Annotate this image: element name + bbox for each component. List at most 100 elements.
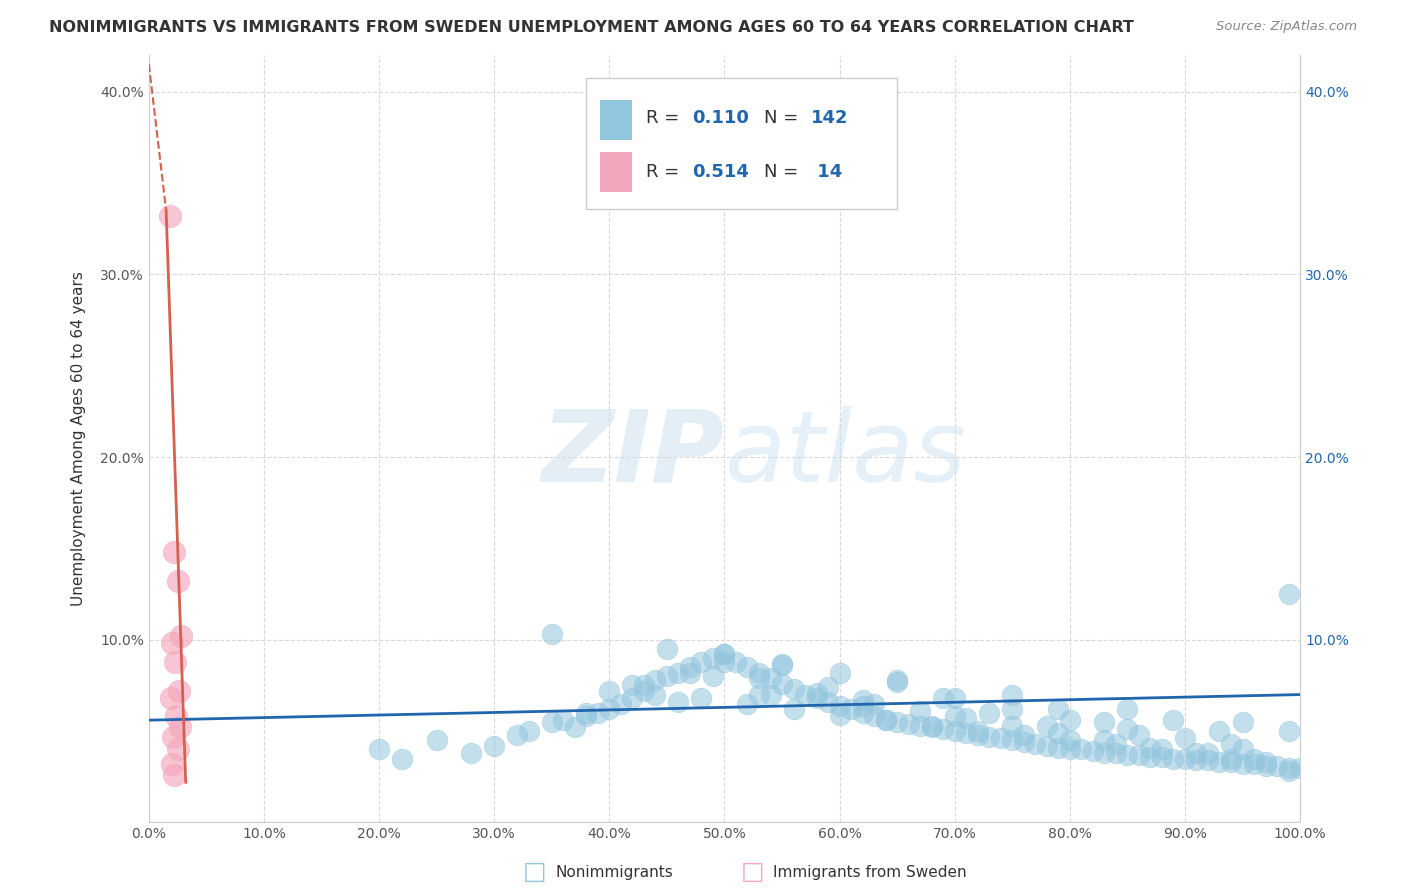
Point <box>166 709 188 723</box>
Point <box>1047 702 1070 716</box>
Point <box>1081 744 1104 758</box>
Point <box>782 682 804 697</box>
Point <box>1185 753 1208 767</box>
Point <box>1036 739 1059 753</box>
Point <box>610 697 633 711</box>
Point <box>1265 759 1288 773</box>
Point <box>1128 728 1150 742</box>
Point <box>1139 749 1161 764</box>
Point <box>668 665 690 680</box>
Point <box>1277 761 1299 775</box>
Point <box>979 730 1001 744</box>
Text: 0.110: 0.110 <box>692 109 749 127</box>
Point <box>724 655 747 669</box>
Point <box>655 641 678 656</box>
Bar <box>600 152 633 192</box>
Point <box>655 669 678 683</box>
Point <box>1001 733 1024 747</box>
Point <box>540 714 562 729</box>
Point <box>1047 740 1070 755</box>
Point <box>770 657 793 671</box>
Point <box>1243 756 1265 771</box>
Point <box>1012 735 1035 749</box>
Point <box>517 724 540 739</box>
Point <box>932 691 955 706</box>
Point <box>391 751 413 765</box>
Point <box>163 545 186 559</box>
Point <box>955 726 977 740</box>
Point <box>1197 753 1219 767</box>
Point <box>1116 747 1139 762</box>
Text: N =: N = <box>763 109 804 127</box>
Point <box>875 713 897 727</box>
Point <box>1197 746 1219 760</box>
Text: N =: N = <box>763 162 804 181</box>
Point <box>702 651 724 665</box>
Point <box>782 702 804 716</box>
Point <box>1232 742 1254 756</box>
Point <box>759 671 782 685</box>
Point <box>166 574 188 589</box>
Point <box>633 684 655 698</box>
Point <box>1092 714 1115 729</box>
Text: R =: R = <box>647 109 685 127</box>
Point <box>806 691 828 706</box>
Point <box>1289 761 1312 775</box>
Point <box>1001 702 1024 716</box>
Point <box>748 688 770 702</box>
Point <box>852 693 875 707</box>
Point <box>943 724 966 739</box>
Point <box>897 716 920 731</box>
Point <box>1001 688 1024 702</box>
Point <box>1036 718 1059 732</box>
Point <box>886 714 908 729</box>
Point <box>1150 749 1173 764</box>
Point <box>852 698 875 713</box>
Point <box>575 709 598 723</box>
Point <box>166 742 188 756</box>
Point <box>1232 756 1254 771</box>
Point <box>621 678 644 692</box>
Text: NONIMMIGRANTS VS IMMIGRANTS FROM SWEDEN UNEMPLOYMENT AMONG AGES 60 TO 64 YEARS C: NONIMMIGRANTS VS IMMIGRANTS FROM SWEDEN … <box>49 20 1135 35</box>
Point <box>1220 751 1243 765</box>
Point <box>1163 751 1185 765</box>
Point <box>713 648 735 662</box>
Point <box>1277 587 1299 601</box>
Point <box>1059 742 1081 756</box>
Point <box>921 718 943 732</box>
Point <box>679 660 702 674</box>
Point <box>1277 764 1299 779</box>
Point <box>159 209 181 223</box>
Point <box>426 733 449 747</box>
Text: 0.514: 0.514 <box>692 162 749 181</box>
Point <box>908 718 931 732</box>
Point <box>540 627 562 641</box>
Text: ZIP: ZIP <box>541 406 724 503</box>
Point <box>575 706 598 720</box>
Point <box>1243 751 1265 765</box>
Point <box>966 728 988 742</box>
Point <box>586 706 609 720</box>
Text: 142: 142 <box>811 109 848 127</box>
Point <box>1163 713 1185 727</box>
Point <box>167 684 190 698</box>
Point <box>1047 726 1070 740</box>
Point <box>702 669 724 683</box>
Point <box>1116 702 1139 716</box>
Point <box>908 704 931 718</box>
Point <box>484 739 506 753</box>
Point <box>644 673 666 687</box>
Point <box>506 728 529 742</box>
Point <box>955 711 977 725</box>
Text: Nonimmigrants: Nonimmigrants <box>555 865 673 880</box>
Point <box>598 684 620 698</box>
Point <box>979 706 1001 720</box>
Point <box>553 713 575 727</box>
Point <box>160 756 183 771</box>
Point <box>921 721 943 735</box>
Point <box>460 746 482 760</box>
Point <box>621 691 644 706</box>
Point <box>1012 728 1035 742</box>
Point <box>1220 755 1243 769</box>
Point <box>1024 737 1046 751</box>
